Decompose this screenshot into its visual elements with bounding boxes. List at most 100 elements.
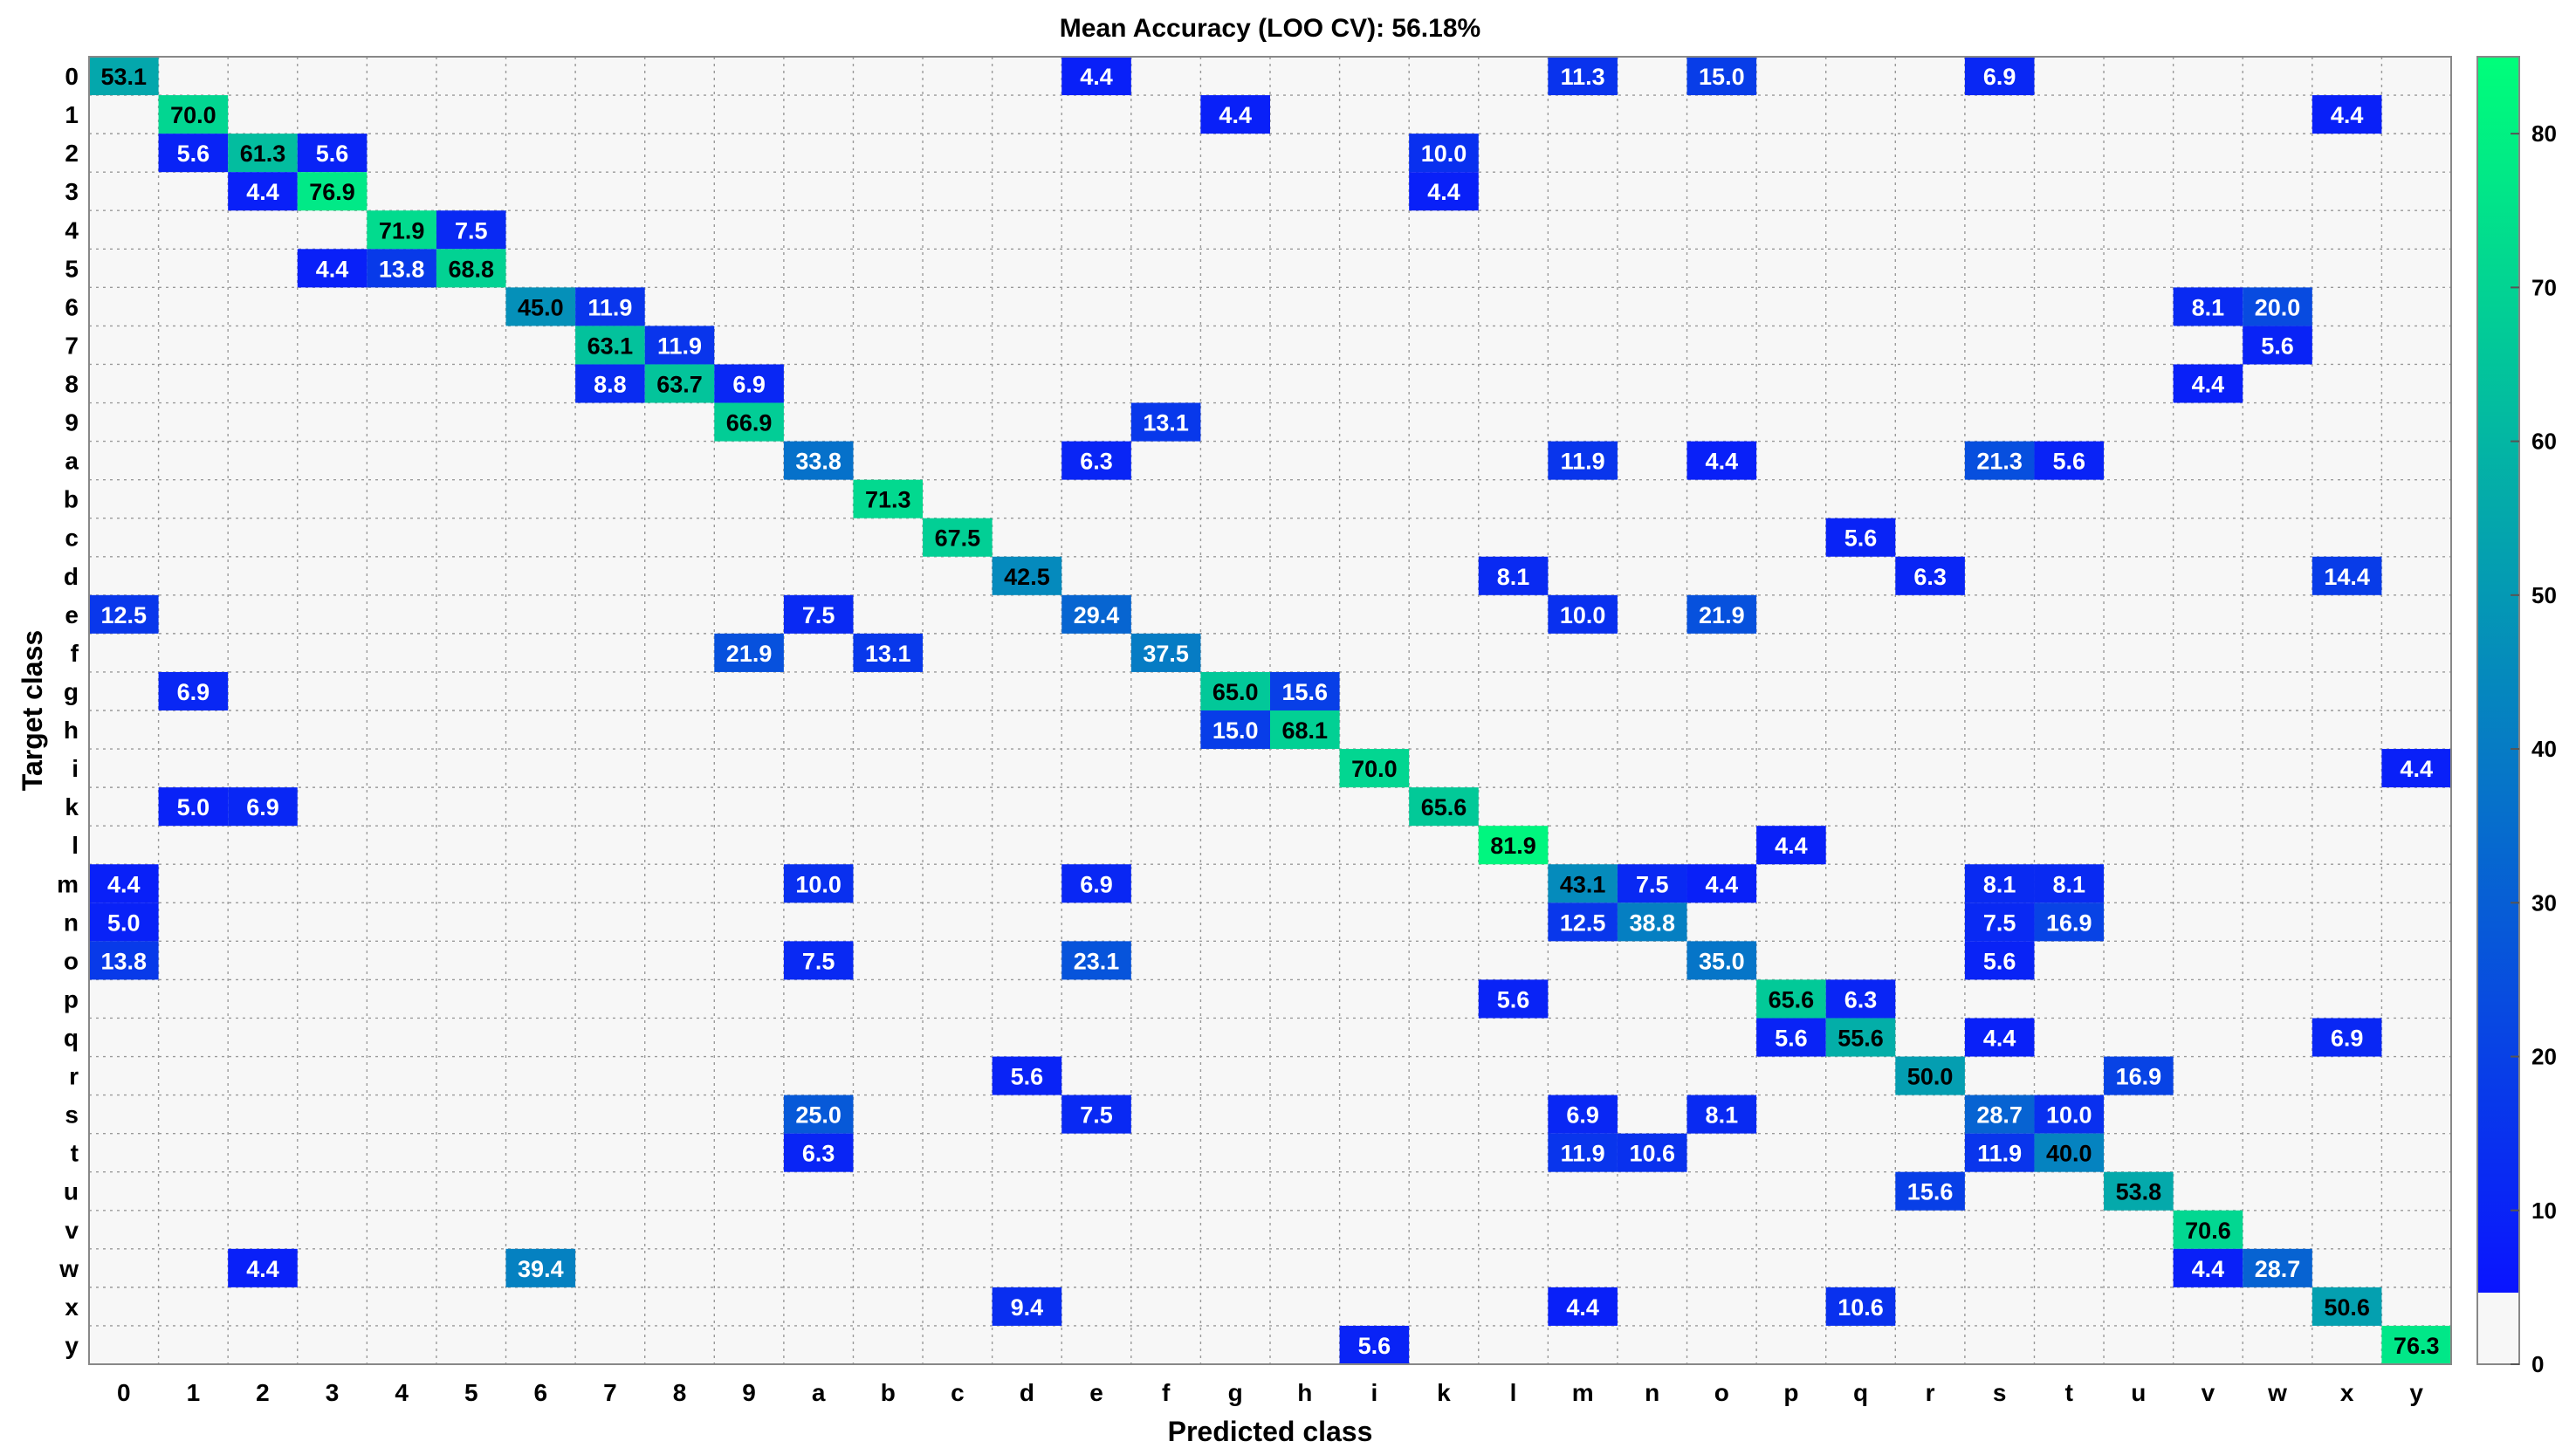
x-tick-label: c: [951, 1379, 965, 1406]
heatmap-cell: [1964, 941, 2035, 980]
y-tick-label: m: [57, 870, 79, 897]
heatmap-cell: [1686, 441, 1757, 480]
colorbar-tick-label: 10: [2531, 1198, 2557, 1224]
heatmap-cell: [853, 479, 924, 518]
cell-value-label: 8.1: [2192, 294, 2225, 320]
y-tick-label: o: [64, 947, 79, 974]
heatmap-cell: [575, 364, 645, 403]
cell-value-label: 5.6: [1983, 948, 2016, 974]
y-tick-label: k: [65, 793, 79, 820]
cell-value-label: 6.9: [1080, 871, 1113, 897]
cell-value-label: 9.4: [1011, 1294, 1044, 1321]
heatmap-cell: [992, 556, 1062, 595]
cell-value-label: 5.6: [1358, 1333, 1391, 1359]
cell-value-label: 43.1: [1560, 871, 1606, 897]
heatmap-cell: [2173, 287, 2243, 326]
heatmap-cell: [1548, 864, 1618, 903]
cell-value-label: 67.5: [935, 525, 981, 552]
heatmap-cell: [1825, 1018, 1896, 1057]
heatmap-cell: [505, 287, 576, 326]
x-tick-label: 9: [742, 1379, 756, 1406]
cell-value-label: 71.9: [379, 217, 425, 244]
heatmap-cell: [1200, 95, 1270, 134]
cell-value-label: 8.1: [1497, 564, 1530, 590]
heatmap-cell: [297, 249, 368, 288]
heatmap-cell: [1548, 1287, 1618, 1326]
cell-value-label: 37.5: [1143, 641, 1189, 667]
y-tick-label: a: [65, 448, 79, 475]
colorbar-zero-band: [2477, 1293, 2519, 1364]
heatmap-cell: [158, 134, 229, 173]
colorbar-tick-label: 80: [2531, 120, 2557, 147]
x-tick-label: b: [881, 1379, 896, 1406]
heatmap-cell: [992, 1287, 1062, 1326]
colorbar-tick-label: 30: [2531, 889, 2557, 916]
x-tick-label: w: [2267, 1379, 2287, 1406]
heatmap-cell: [436, 210, 506, 250]
colorbar-tick-label: 50: [2531, 582, 2557, 608]
y-tick-label: 5: [65, 255, 79, 282]
cell-value-label: 5.6: [2261, 333, 2294, 359]
x-tick-label: y: [2409, 1379, 2423, 1406]
cell-value-label: 4.4: [246, 1256, 279, 1282]
cell-value-label: 66.9: [726, 410, 773, 436]
heatmap-cell: [1339, 749, 1410, 788]
x-tick-label: f: [1162, 1379, 1171, 1406]
heatmap-cell: [783, 594, 854, 634]
heatmap-cell: [1409, 787, 1479, 827]
heatmap-cell: [1200, 671, 1270, 710]
y-tick-label: d: [64, 563, 79, 590]
cell-value-label: 65.0: [1212, 679, 1259, 705]
y-axis-label: Target class: [17, 630, 48, 791]
colorbar-tick-label: 60: [2531, 429, 2557, 455]
heatmap-cell: [1061, 864, 1131, 903]
cell-value-label: 4.4: [2331, 102, 2364, 128]
cell-value-label: 50.0: [1907, 1064, 1954, 1090]
heatmap-cell: [367, 210, 436, 250]
heatmap-cell: [1548, 441, 1618, 480]
heatmap-cell: [2312, 1018, 2382, 1057]
x-tick-label: d: [1020, 1379, 1034, 1406]
y-tick-label: f: [71, 640, 79, 667]
cell-value-label: 14.4: [2324, 564, 2370, 590]
heatmap-cell: [1061, 941, 1131, 980]
x-tick-label: 0: [117, 1379, 131, 1406]
cell-value-label: 13.8: [101, 948, 148, 974]
cell-value-label: 12.5: [1560, 909, 1606, 936]
cell-value-label: 7.5: [1636, 871, 1669, 897]
heatmap-cell: [783, 1095, 854, 1134]
heatmap-cell: [1409, 134, 1479, 173]
y-tick-label: c: [65, 525, 79, 552]
cell-value-label: 6.9: [177, 679, 210, 705]
cell-value-label: 7.5: [802, 602, 835, 628]
heatmap-cell: [575, 287, 645, 326]
y-tick-label: 1: [65, 101, 79, 128]
heatmap-cell: [1686, 1095, 1757, 1134]
x-axis-label: Predicted class: [1168, 1416, 1373, 1447]
cell-value-label: 15.6: [1282, 679, 1329, 705]
heatmap-cell: [575, 326, 645, 365]
heatmap-cell: [1617, 1133, 1687, 1172]
cell-value-label: 15.0: [1212, 717, 1259, 744]
cell-value-label: 13.1: [865, 641, 911, 667]
x-tick-label: h: [1297, 1379, 1312, 1406]
heatmap-cell: [297, 172, 368, 211]
cell-value-label: 8.1: [2052, 871, 2085, 897]
heatmap-cell: [1825, 1287, 1896, 1326]
heatmap-cell: [1548, 1095, 1618, 1134]
cell-value-label: 13.8: [379, 256, 425, 282]
heatmap-cell: [1130, 633, 1201, 672]
heatmap-cell: [992, 1056, 1062, 1095]
cell-value-label: 5.6: [177, 141, 210, 167]
cell-value-label: 15.6: [1907, 1179, 1954, 1205]
heatmap-cell: [1964, 57, 2035, 96]
cell-value-label: 5.6: [1497, 986, 1530, 1012]
x-tick-label: m: [1572, 1379, 1594, 1406]
x-tick-label: x: [2340, 1379, 2354, 1406]
heatmap-cell: [1686, 864, 1757, 903]
heatmap-cell: [228, 134, 298, 173]
heatmap-cell: [2312, 95, 2382, 134]
colorbar-tick-label: 40: [2531, 736, 2557, 762]
colorbar-tick-label: 70: [2531, 274, 2557, 300]
